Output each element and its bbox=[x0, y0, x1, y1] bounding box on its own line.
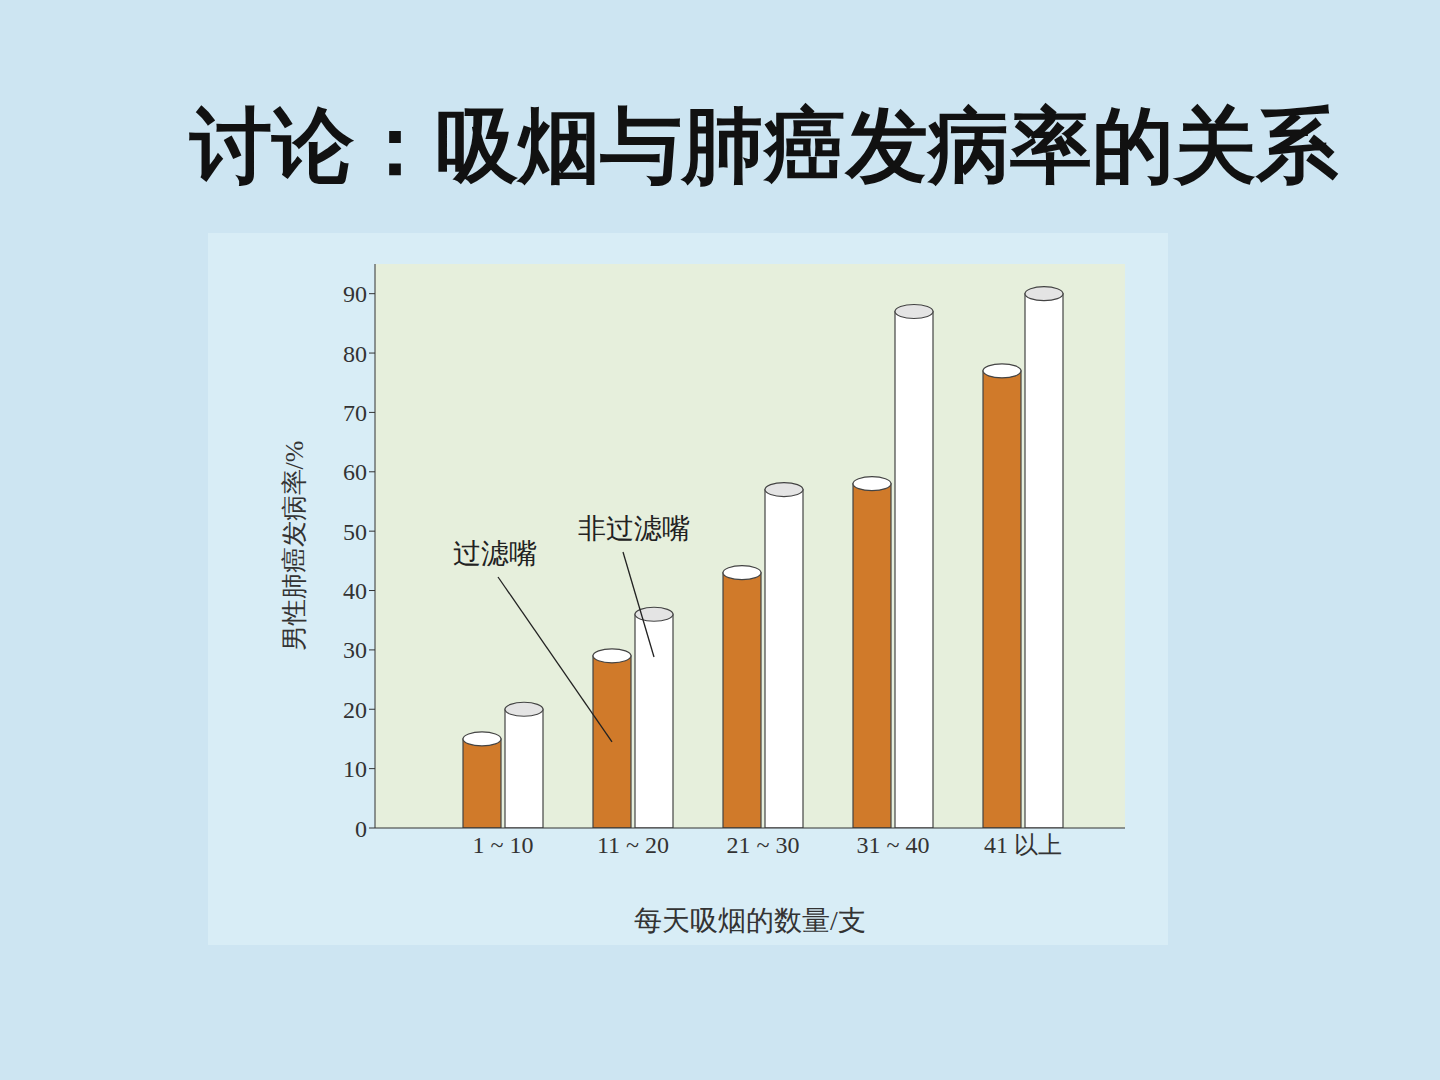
svg-text:20: 20 bbox=[343, 697, 367, 723]
svg-text:每天吸烟的数量/支: 每天吸烟的数量/支 bbox=[634, 905, 866, 936]
html-text:讨论：吸烟与肺癌发病率的关系: 讨论：吸烟与肺癌发病率的关系 bbox=[190, 98, 1338, 193]
svg-text:80: 80 bbox=[343, 341, 367, 367]
svg-text:过滤嘴: 过滤嘴 bbox=[453, 538, 537, 569]
svg-text:30: 30 bbox=[343, 637, 367, 663]
svg-text:10: 10 bbox=[343, 756, 367, 782]
svg-text:1 ~ 10: 1 ~ 10 bbox=[473, 832, 534, 858]
svg-text:60: 60 bbox=[343, 459, 367, 485]
svg-text:11 ~ 20: 11 ~ 20 bbox=[597, 832, 669, 858]
svg-text:40: 40 bbox=[343, 578, 367, 604]
svg-text:50: 50 bbox=[343, 519, 367, 545]
svg-text:41 以上: 41 以上 bbox=[984, 832, 1062, 858]
svg-text:0: 0 bbox=[355, 816, 367, 842]
svg-text:非过滤嘴: 非过滤嘴 bbox=[578, 513, 690, 544]
html-text:男性肺癌发病率/%: 男性肺癌发病率/% bbox=[280, 440, 309, 652]
svg-text:70: 70 bbox=[343, 400, 367, 426]
svg-text:90: 90 bbox=[343, 281, 367, 307]
svg-text:21 ~ 30: 21 ~ 30 bbox=[727, 832, 800, 858]
svg-text:31 ~ 40: 31 ~ 40 bbox=[857, 832, 930, 858]
